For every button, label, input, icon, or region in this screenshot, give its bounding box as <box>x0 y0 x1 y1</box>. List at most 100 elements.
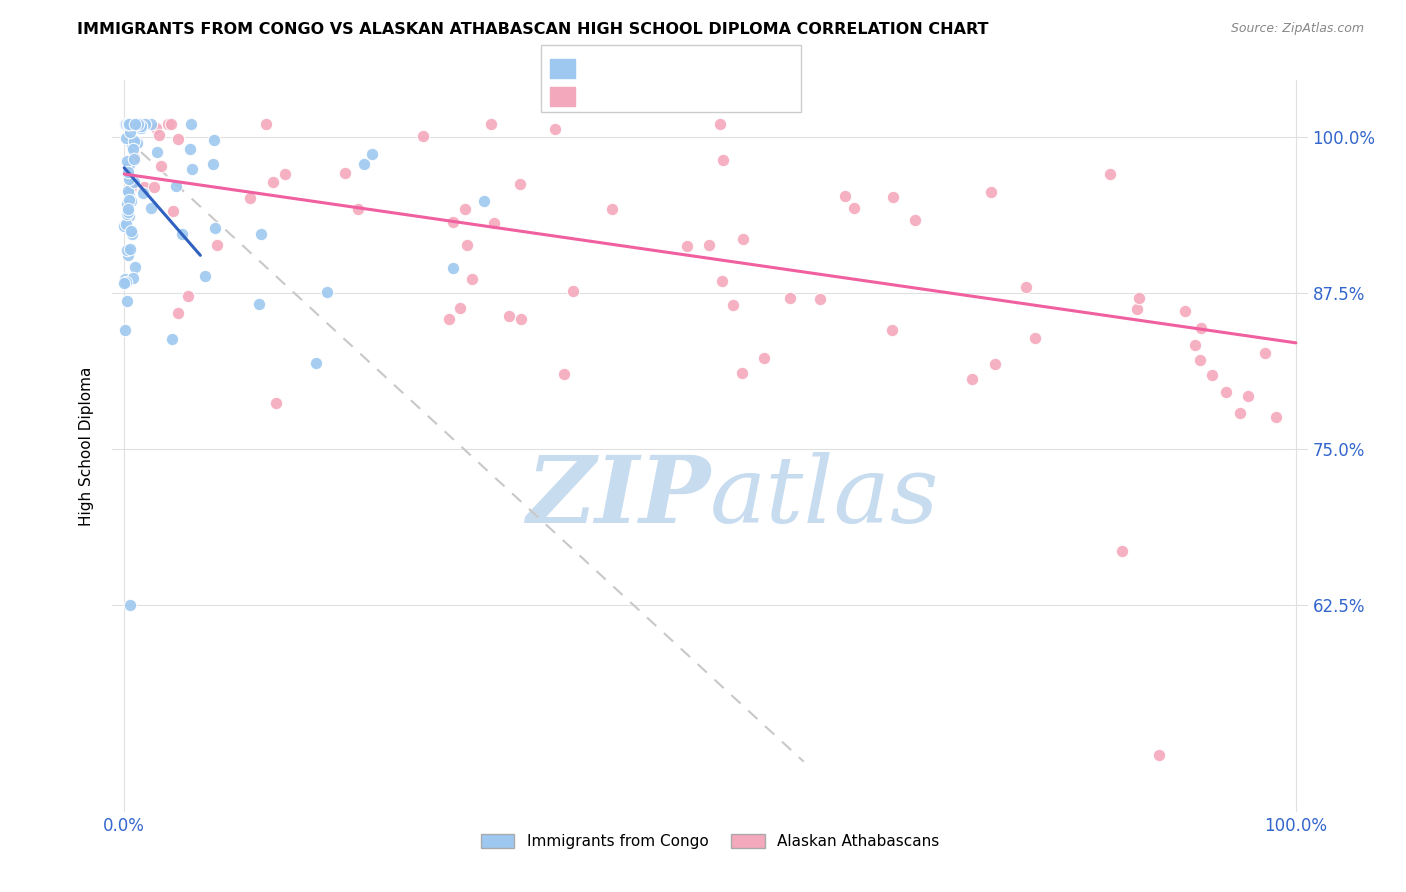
Point <box>117 172 139 186</box>
Point <box>553 367 575 381</box>
Point <box>120 599 141 613</box>
Point <box>118 117 141 131</box>
Point <box>132 186 155 200</box>
Point <box>160 332 183 346</box>
Text: Source: ZipAtlas.com: Source: ZipAtlas.com <box>1230 22 1364 36</box>
Point <box>114 117 136 131</box>
Point <box>179 142 201 156</box>
Point <box>118 158 141 172</box>
Point <box>114 275 136 289</box>
Point <box>544 122 567 136</box>
Point <box>112 276 135 290</box>
Point <box>509 311 531 326</box>
Point <box>1237 389 1260 403</box>
Point <box>120 125 142 139</box>
Point <box>117 165 139 179</box>
Point <box>962 372 984 386</box>
Point <box>461 272 484 286</box>
Point <box>699 238 721 252</box>
Point <box>880 323 903 337</box>
Point <box>1201 368 1223 383</box>
Point <box>561 284 583 298</box>
Point <box>150 159 173 173</box>
Point <box>146 145 169 160</box>
Point <box>1174 303 1197 318</box>
Point <box>1254 346 1277 360</box>
Point <box>498 309 520 323</box>
Point <box>129 117 152 131</box>
Point <box>204 221 226 235</box>
Point <box>180 117 202 131</box>
Point <box>129 120 152 135</box>
Point <box>148 128 170 142</box>
Point <box>114 117 136 131</box>
Point <box>779 291 801 305</box>
Text: N = 80: N = 80 <box>710 48 772 66</box>
Point <box>711 153 734 167</box>
Point <box>266 395 288 409</box>
Point <box>347 202 370 216</box>
Point <box>202 157 225 171</box>
Point <box>118 117 141 131</box>
Point <box>181 162 204 177</box>
Point <box>118 117 141 131</box>
Point <box>167 132 190 146</box>
Text: N = 74: N = 74 <box>710 87 772 104</box>
Point <box>114 117 136 131</box>
Point <box>207 237 229 252</box>
Point <box>250 227 273 241</box>
Point <box>754 351 776 365</box>
Point <box>121 179 143 194</box>
Point <box>1111 544 1133 558</box>
Point <box>247 297 270 311</box>
Text: IMMIGRANTS FROM CONGO VS ALASKAN ATHABASCAN HIGH SCHOOL DIPLOMA CORRELATION CHAR: IMMIGRANTS FROM CONGO VS ALASKAN ATHABAS… <box>77 22 988 37</box>
Point <box>142 179 165 194</box>
Point <box>731 232 754 246</box>
Point <box>117 117 139 131</box>
Point <box>120 242 142 256</box>
Point <box>121 227 143 241</box>
Point <box>842 201 865 215</box>
Point <box>482 216 505 230</box>
Point <box>118 192 141 206</box>
Point <box>834 189 856 203</box>
Point <box>121 138 143 153</box>
Point <box>304 356 326 370</box>
Point <box>439 311 461 326</box>
Point <box>479 117 502 131</box>
Point <box>117 205 139 219</box>
Point <box>114 271 136 285</box>
Point <box>120 194 142 208</box>
Point <box>129 119 152 133</box>
Point <box>1184 337 1206 351</box>
Point <box>124 117 146 131</box>
Point <box>122 175 145 189</box>
Point <box>115 131 138 145</box>
Point <box>509 178 531 192</box>
Point <box>984 357 1007 371</box>
Point <box>472 194 495 208</box>
Point <box>120 224 142 238</box>
Point <box>115 117 138 131</box>
Point <box>723 298 745 312</box>
Point <box>441 215 464 229</box>
Point <box>1015 280 1038 294</box>
Point <box>117 202 139 216</box>
Point <box>360 147 382 161</box>
Point <box>456 237 478 252</box>
Point <box>115 117 138 131</box>
Point <box>145 121 167 136</box>
Point <box>117 153 139 168</box>
Point <box>159 117 181 131</box>
Point <box>333 166 356 180</box>
Point <box>1215 384 1237 399</box>
Point <box>882 190 904 204</box>
Text: R = -0.090: R = -0.090 <box>583 48 681 66</box>
Point <box>157 117 180 131</box>
Point <box>132 179 155 194</box>
Point <box>120 179 142 194</box>
Point <box>1098 167 1121 181</box>
Point <box>165 178 187 193</box>
Point <box>172 227 194 241</box>
Text: R = -0.488: R = -0.488 <box>583 87 681 104</box>
